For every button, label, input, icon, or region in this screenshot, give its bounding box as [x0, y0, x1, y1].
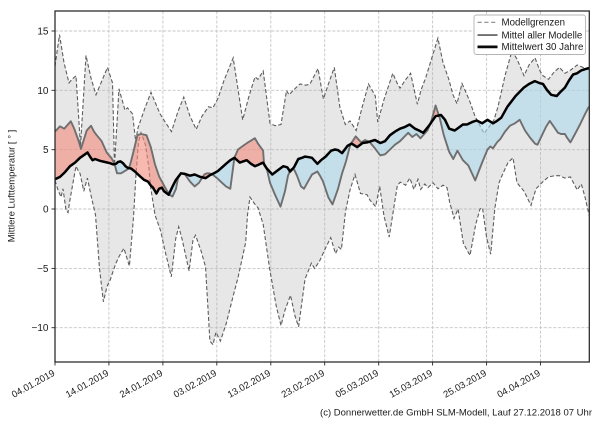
svg-text:Mittlere Lufttemperatur [ ° ]: Mittlere Lufttemperatur [ ° ] — [7, 130, 18, 243]
svg-text:(c) Donnerwetter.de GmbH SLM-M: (c) Donnerwetter.de GmbH SLM-Modell, Lau… — [320, 408, 592, 419]
svg-text:Mittelwert 30 Jahre: Mittelwert 30 Jahre — [502, 42, 584, 53]
svg-text:0: 0 — [43, 205, 49, 216]
svg-text:15: 15 — [37, 27, 49, 38]
svg-text:−5: −5 — [37, 264, 49, 275]
svg-text:Modellgrenzen: Modellgrenzen — [502, 18, 566, 29]
svg-text:5: 5 — [43, 145, 49, 156]
svg-text:Mittel aller Modelle: Mittel aller Modelle — [502, 30, 583, 41]
svg-text:10: 10 — [37, 86, 49, 97]
svg-text:−10: −10 — [32, 323, 49, 334]
